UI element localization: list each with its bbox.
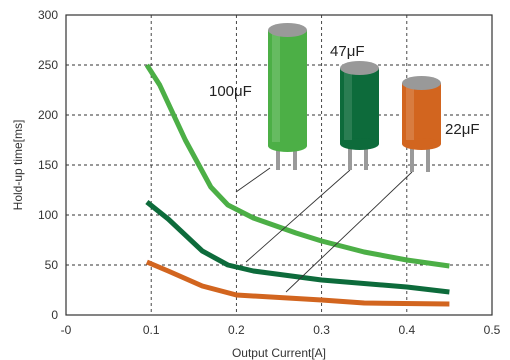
tick-labels: -0 0.1 0.2 0.3 0.4 0.5 0 50 100 150 200 250 300	[38, 8, 501, 337]
y-tick-label: 100	[38, 208, 58, 222]
x-tick-label: 0.3	[313, 323, 330, 337]
y-tick-label: 250	[38, 58, 58, 72]
capacitor-47uf-icon	[245, 61, 379, 263]
series-line-0	[144, 63, 450, 269]
x-tick-label: 0.2	[228, 323, 245, 337]
capacitor-label-22uf: 22μF	[445, 121, 480, 138]
capacitor-100uf-icon	[235, 23, 307, 193]
y-tick-label: 0	[51, 308, 58, 322]
capacitor-label-47uf: 47μF	[330, 43, 365, 60]
capacitor-22uf-icon	[285, 76, 441, 293]
y-tick-label: 300	[38, 8, 58, 22]
x-tick-label: -0	[61, 323, 72, 337]
capacitor-label-100uf: 100μF	[209, 83, 252, 100]
plot-frame	[65, 14, 493, 316]
x-tick-label: 0.5	[484, 323, 501, 337]
x-tick-label: 0.1	[143, 323, 160, 337]
y-axis-label: Hold-up time[ms]	[11, 120, 25, 211]
y-tick-label: 50	[45, 258, 59, 272]
series-line-2	[145, 259, 450, 307]
x-tick-label: 0.4	[398, 323, 415, 337]
capacitor-illustrations: 100μF 47μF 22μF	[209, 23, 480, 293]
y-tick-label: 150	[38, 158, 58, 172]
series-line-1	[145, 200, 450, 295]
series-lines	[144, 63, 450, 307]
x-axis-label: Output Current[A]	[232, 346, 326, 360]
y-tick-label: 200	[38, 108, 58, 122]
